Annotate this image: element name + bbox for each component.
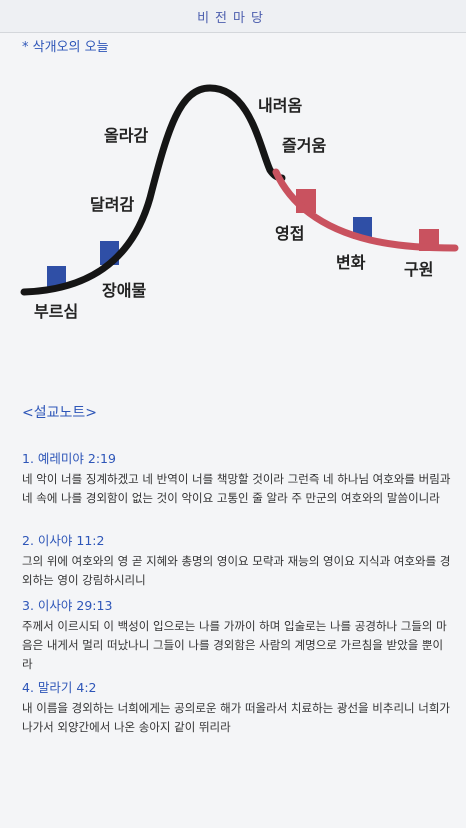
page-subtitle: * 삭개오의 오늘 — [22, 40, 109, 55]
stage-call: 부르심 — [34, 302, 79, 321]
verse-text: 그의 위에 여호와의 영 곧 지혜와 총명의 영이요 모략과 재능의 영이요 지… — [22, 554, 451, 587]
stage-run: 달려감 — [90, 195, 135, 214]
curve-red-segment — [272, 168, 459, 252]
verse-reference: 4. 말라기 4:2 — [22, 680, 97, 695]
header-bar: 비전마당 — [0, 0, 466, 33]
curve-black-segment — [20, 84, 286, 296]
verse-text: 네 악이 너를 징계하겠고 네 반역이 너를 책망할 것이라 그런즉 네 하나님… — [22, 472, 451, 505]
verse-reference: 3. 이사야 29:13 — [22, 598, 113, 613]
stage-climb: 올라감 — [104, 126, 149, 145]
sermon-notes-title: <설교노트> — [22, 405, 97, 421]
stage-welcome: 영접 — [275, 224, 305, 243]
journey-curve-graphic — [20, 84, 459, 296]
stage-joy: 즐거움 — [282, 136, 327, 155]
stage-salvation: 구원 — [404, 260, 434, 279]
stage-change: 변화 — [336, 253, 366, 272]
verse-text: 주께서 이르시되 이 백성이 입으로는 나를 가까이 하며 입술로는 나를 공경… — [22, 619, 447, 671]
verse-item: 1. 예레미야 2:19 네 악이 너를 징계하겠고 네 반역이 너를 책망할 … — [22, 448, 452, 508]
verse-reference: 1. 예레미야 2:19 — [22, 451, 116, 466]
verse-text: 내 이름을 경외하는 너희에게는 공의로운 해가 떠올라서 치료하는 광선을 비… — [22, 701, 451, 734]
verse-reference: 2. 이사야 11:2 — [22, 533, 105, 548]
verse-item: 3. 이사야 29:13 주께서 이르시되 이 백성이 입으로는 나를 가까이 … — [22, 595, 452, 674]
marker-call — [47, 266, 66, 287]
header-title: 비전마당 — [197, 10, 269, 26]
stage-obstacle: 장애물 — [102, 281, 147, 300]
verse-item: 4. 말라기 4:2 내 이름을 경외하는 너희에게는 공의로운 해가 떠올라서… — [22, 677, 452, 737]
journey-diagram: 부르심 달려감 장애물 올라감 내려옴 즐거움 영접 변화 구원 — [0, 58, 466, 358]
stage-descend: 내려옴 — [258, 96, 303, 115]
verse-item: 2. 이사야 11:2 그의 위에 여호와의 영 곧 지혜와 총명의 영이요 모… — [22, 530, 452, 590]
